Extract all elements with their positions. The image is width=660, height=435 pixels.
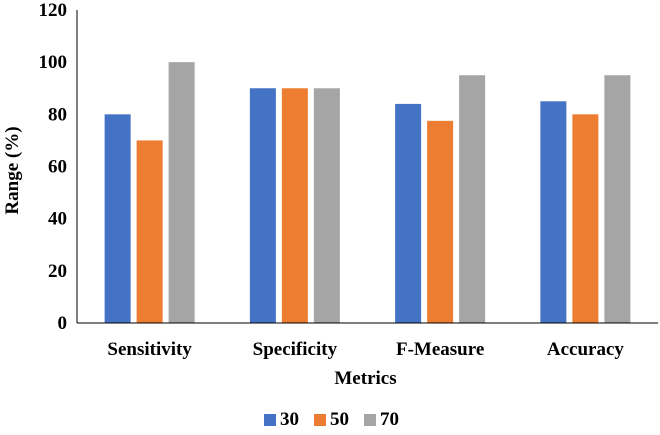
bar-specificity-50	[281, 88, 308, 323]
legend-label-30: 30	[280, 409, 299, 430]
x-category-label: Accuracy	[547, 339, 625, 360]
x-category-label: F-Measure	[396, 339, 484, 360]
y-tick-label: 100	[39, 52, 68, 73]
y-axis-ticks: 0 20 40 60 80 100 120	[39, 0, 68, 334]
bar-accuracy-50	[572, 114, 599, 323]
legend-swatch-50	[314, 414, 326, 426]
legend-label-50: 50	[330, 409, 349, 430]
y-tick-label: 40	[48, 209, 67, 230]
x-category-label: Specificity	[253, 339, 338, 360]
bar-accuracy-70	[604, 75, 631, 323]
bar-f-measure-70	[459, 75, 486, 323]
bar-sensitivity-70	[168, 62, 195, 324]
bar-sensitivity-30	[104, 114, 131, 323]
legend: 30 50 70	[264, 409, 399, 430]
bar-f-measure-50	[427, 120, 454, 324]
y-axis-title: Range (%)	[2, 126, 23, 214]
bar-specificity-30	[249, 88, 276, 323]
legend-swatch-30	[264, 414, 276, 426]
y-tick-label: 120	[39, 0, 68, 21]
legend-label-70: 70	[380, 409, 399, 430]
bar-accuracy-30	[540, 101, 567, 324]
y-tick-label: 0	[58, 313, 68, 334]
x-category-label: Sensitivity	[107, 339, 192, 360]
y-tick-label: 80	[48, 104, 67, 125]
bar-sensitivity-50	[136, 140, 163, 323]
x-axis-title: Metrics	[334, 368, 396, 389]
y-tick-label: 60	[48, 157, 67, 178]
legend-swatch-70	[364, 414, 376, 426]
bar-specificity-70	[313, 88, 340, 323]
x-axis-category-labels: Sensitivity Specificity F-Measure Accuracy	[107, 339, 624, 360]
bar-f-measure-30	[395, 103, 422, 324]
y-tick-label: 20	[48, 261, 67, 282]
bars	[104, 62, 631, 324]
